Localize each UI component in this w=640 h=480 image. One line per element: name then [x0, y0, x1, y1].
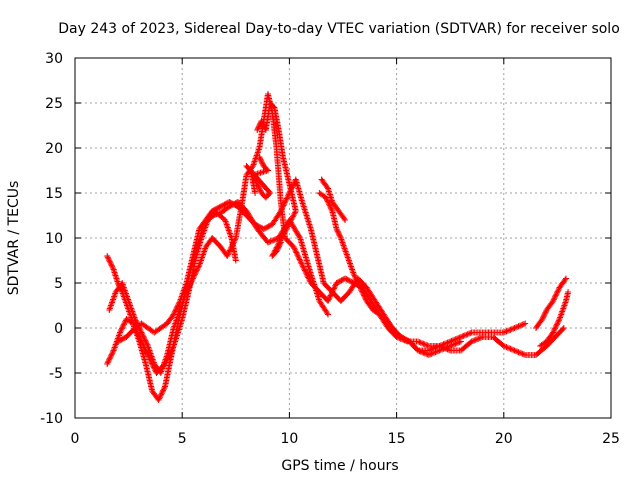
y-tick-label: 15	[45, 186, 63, 202]
x-tick-label: 15	[388, 431, 406, 447]
y-tick-label: 5	[54, 276, 63, 292]
series-markers	[316, 190, 567, 358]
y-tick-label: 30	[45, 51, 63, 67]
x-tick-label: 25	[602, 431, 620, 447]
x-axis-title: GPS time / hours	[281, 458, 398, 474]
axis-ticks	[74, 57, 612, 419]
data-points	[104, 91, 572, 403]
y-tick-labels: -10 -5 0 5 10 15 20 25 30	[40, 51, 63, 427]
y-tick-label: -10	[40, 411, 63, 427]
y-tick-label: 20	[45, 141, 63, 157]
x-tick-label: 0	[71, 431, 80, 447]
x-tick-label: 10	[280, 431, 298, 447]
chart-title: Day 243 of 2023, Sidereal Day-to-day VTE…	[58, 21, 620, 37]
series-markers	[318, 176, 572, 349]
y-tick-label: 10	[45, 231, 63, 247]
y-axis-title: SDTVAR / TECUs	[6, 181, 22, 296]
x-tick-label: 20	[495, 431, 513, 447]
y-tick-label: -5	[49, 366, 63, 382]
x-tick-label: 5	[178, 431, 187, 447]
series-markers	[243, 100, 299, 259]
y-tick-label: 0	[54, 321, 63, 337]
series-5	[243, 100, 299, 259]
series-7	[318, 176, 572, 349]
x-tick-labels: 0 5 10 15 20 25	[71, 431, 620, 447]
y-tick-label: 25	[45, 96, 63, 112]
series-6	[316, 190, 567, 358]
